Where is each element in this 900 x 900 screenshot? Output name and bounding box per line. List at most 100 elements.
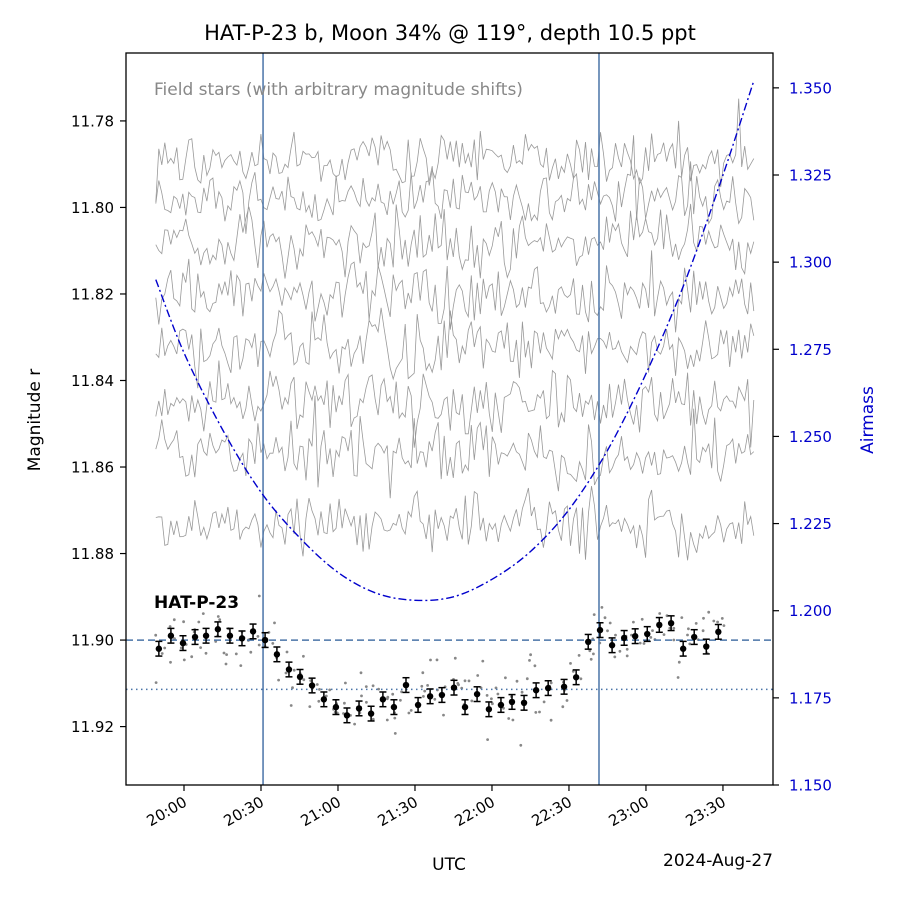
y-tick-label: 11.84 [71,372,114,390]
binned-marker [703,643,710,650]
binned-point [596,622,604,639]
y2-tick-label: 1.250 [789,428,832,446]
raw-point [442,713,445,717]
airmass-line [155,80,755,602]
raw-point [515,679,519,683]
raw-point [317,699,321,703]
raw-point [494,686,498,690]
binned-point [379,691,387,708]
binned-point [285,661,293,678]
raw-point [315,683,319,686]
binned-marker [367,710,375,717]
field-star-trace-1 [155,98,755,202]
y-tick-label: 11.80 [71,199,114,217]
binned-marker [214,626,222,633]
raw-point [169,660,172,664]
binned-marker [608,642,616,649]
raw-point [239,664,243,667]
binned-point [390,699,398,716]
y2-tick-label: 1.200 [789,602,832,620]
binned-point [167,627,175,644]
raw-point [712,619,716,623]
binned-marker [273,651,281,658]
raw-point [344,681,347,685]
y-axis-right: 1.150 1.175 1.200 1.225 1.250 1.275 1.300 1.325… [773,79,832,795]
y-axis-left: 11.78 11.80 11.82 11.84 11.86 11.88 11.90 11.92 [71,112,126,736]
binned-point [214,621,222,638]
raw-point [486,738,489,741]
raw-point [453,656,457,660]
binned-marker [544,684,552,692]
raw-point [528,659,531,662]
raw-point [400,690,403,694]
binned-point [520,694,528,711]
y2-tick-label: 1.300 [789,254,832,272]
raw-point [694,622,698,625]
raw-point [216,615,220,618]
y-tick-label: 11.86 [71,459,114,477]
raw-point [502,706,505,710]
raw-point [561,705,565,709]
binned-series [155,615,722,724]
binned-marker [308,682,316,689]
raw-point [680,616,684,619]
binned-point [426,688,434,705]
raw-point [481,659,485,663]
plot-frame [125,52,774,786]
raw-point [579,677,583,681]
binned-point [655,616,663,634]
raw-point [160,652,164,655]
binned-marker [226,632,234,639]
raw-point [302,678,306,682]
binned-marker [355,705,363,712]
raw-point [632,620,635,624]
binned-point [320,691,328,708]
raw-point [651,629,654,632]
raw-point [529,653,532,657]
raw-point [182,658,186,662]
binned-marker [508,698,516,706]
raw-point [533,664,537,668]
raw-point [284,671,288,675]
raw-point [491,702,494,706]
raw-point [456,682,460,685]
binned-marker [497,701,505,709]
binned-point [560,678,568,695]
raw-point [385,718,389,722]
raw-point [249,650,253,654]
raw-point [204,651,208,655]
date-label: 2024-Aug-27 [663,851,773,871]
raw-point [716,620,719,624]
binned-point [620,629,628,647]
raw-point [613,655,617,659]
raw-point [371,717,375,721]
y-tick-label: 11.88 [71,545,114,563]
raw-point [433,697,437,701]
y-tick-label: 11.90 [71,632,114,650]
binned-point [714,623,722,640]
binned-marker [402,681,410,689]
binned-marker [238,635,246,642]
binned-point [702,638,710,655]
raw-point [662,633,666,636]
raw-point [688,642,692,646]
chart-title: HAT-P-23 b, Moon 34% @ 119°, depth 10.5 … [204,21,696,45]
binned-marker [485,706,493,713]
raw-point [686,633,689,637]
binned-marker [473,690,481,698]
raw-point [625,654,629,658]
x-axis-label: UTC [432,855,466,875]
raw-point [201,612,205,615]
raw-point [577,654,581,657]
raw-point [722,624,726,627]
raw-point [222,651,226,655]
y2-tick-label: 1.325 [789,167,832,185]
raw-point [470,699,474,703]
raw-point [422,695,425,698]
raw-point [343,701,346,705]
raw-point [589,657,593,661]
binned-marker [390,703,398,711]
raw-point [172,618,176,622]
raw-point [658,612,662,615]
raw-point [519,743,523,747]
